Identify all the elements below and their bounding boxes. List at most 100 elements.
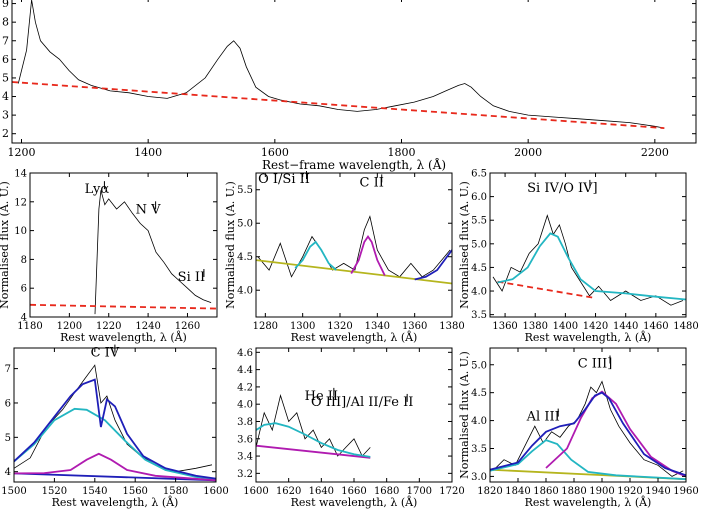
series-oi-siii-fit — [294, 240, 337, 271]
line-annotation: C IV — [91, 346, 120, 361]
series-spectrum — [257, 215, 451, 278]
x-tick-label: 1300 — [290, 321, 315, 332]
x-tick-label: 1520 — [42, 486, 67, 497]
x-tick-label: 1580 — [163, 486, 188, 497]
y-tick-label: 6 — [2, 53, 9, 66]
line-annotation: He II — [305, 389, 338, 404]
series-continuum — [256, 444, 371, 459]
series-spectrum — [492, 380, 684, 477]
x-tick-label: 1720 — [439, 486, 464, 497]
y-axis-label: Normalised flux (A. U.) — [458, 181, 471, 309]
y-tick-label: 7 — [2, 34, 9, 47]
y-tick-label: 4.0 — [237, 400, 253, 411]
series-continuum — [256, 259, 452, 285]
series-narrow-component — [14, 452, 216, 482]
series-spectrum — [492, 214, 684, 306]
series-spectrum — [17, 0, 665, 129]
x-axis-label: Rest wavelength, λ (Å) — [525, 330, 652, 344]
series-total-fit — [414, 249, 452, 281]
y-tick-label: 5.0 — [237, 219, 253, 230]
x-tick-label: 1940 — [645, 486, 670, 497]
y-tick-label: 4.4 — [237, 365, 253, 376]
series-cii-fit — [350, 235, 386, 276]
x-tick-label: 1380 — [439, 321, 464, 332]
x-tick-label: 1560 — [122, 486, 147, 497]
x-tick-label: 1420 — [583, 321, 608, 332]
plot-frame — [11, 0, 697, 144]
x-tick-label: 1200 — [8, 146, 36, 159]
x-axis-label: Rest wavelength, λ (Å) — [525, 495, 652, 509]
series-group — [490, 380, 686, 481]
x-tick-label: 1220 — [96, 321, 121, 332]
y-tick-label: 6 — [21, 284, 27, 295]
series-group — [492, 214, 686, 306]
y-axis-label: Normalised flux (A. U.) — [224, 181, 237, 309]
x-tick-label: 1280 — [253, 321, 278, 332]
plot-frame — [489, 172, 687, 318]
y-tick-label: 4 — [21, 313, 27, 324]
x-tick-label: 1320 — [327, 321, 352, 332]
x-tick-label: 1200 — [57, 321, 82, 332]
series-continuum — [30, 303, 217, 310]
x-tick-label: 1960 — [673, 486, 698, 497]
y-tick-label: 4.0 — [471, 287, 487, 298]
series-broad-component — [14, 407, 216, 481]
x-tick-label: 1680 — [374, 486, 399, 497]
x-tick-label: 1640 — [309, 486, 334, 497]
x-tick-label: 1360 — [402, 321, 427, 332]
series-total-fit — [14, 378, 216, 480]
y-tick-label: 3.6 — [237, 434, 253, 445]
x-tick-label: 1400 — [553, 321, 578, 332]
y-tick-label: 5.0 — [471, 360, 487, 371]
y-tick-label: 5.5 — [471, 216, 487, 227]
x-tick-label: 1900 — [589, 486, 614, 497]
x-tick-label: 1180 — [17, 321, 42, 332]
series-group — [256, 393, 371, 459]
x-tick-label: 1620 — [276, 486, 301, 497]
line-annotation: Al III — [526, 410, 560, 425]
y-tick-label: 6.0 — [471, 192, 487, 203]
series-group — [256, 215, 452, 285]
x-axis-label: Rest wavelength, λ (Å) — [291, 330, 418, 344]
x-tick-label: 1380 — [523, 321, 548, 332]
panel-oi_cii: 1280 1300 1320 1340 1360 1380 4.0 4.5 5.0 5.5 Rest… — [224, 171, 465, 344]
y-tick-label: 4.2 — [237, 382, 253, 393]
y-tick-label: 8 — [2, 16, 9, 29]
x-tick-label: 1260 — [175, 321, 200, 332]
y-tick-label: 4.0 — [471, 416, 487, 427]
series-total-fit — [490, 391, 686, 477]
y-tick-label: 9 — [2, 0, 9, 10]
x-tick-label: 1920 — [617, 486, 642, 497]
line-annotation: N V — [136, 202, 162, 217]
x-tick-label: 2200 — [641, 146, 669, 159]
y-tick-label: 3.4 — [237, 452, 253, 463]
y-tick-label: 3 — [2, 109, 9, 122]
y-tick-label: 6 — [5, 398, 11, 409]
y-tick-label: 2 — [2, 127, 9, 140]
y-tick-label: 4.5 — [471, 263, 487, 274]
x-tick-label: 1600 — [261, 146, 289, 159]
panel-civ: 1500 1520 1540 1560 1580 1600 4 5 6 7 Rest wavelen… — [1, 344, 229, 509]
y-tick-label: 6.5 — [471, 169, 487, 180]
x-axis-label: Rest−frame wavelength, λ (Å) — [262, 157, 446, 172]
x-tick-label: 1820 — [477, 486, 502, 497]
plot-frame — [255, 347, 453, 483]
series-continuum — [497, 280, 596, 299]
series-group — [12, 0, 665, 129]
y-tick-label: 4.6 — [237, 348, 253, 359]
x-tick-label: 1860 — [533, 486, 558, 497]
series-group — [14, 364, 216, 482]
x-tick-label: 1460 — [643, 321, 668, 332]
x-axis-label: Rest wavelength, λ (Å) — [60, 330, 187, 344]
line-annotation: C II — [360, 175, 384, 190]
panel-siiv: 1360 1380 1400 1420 1440 1460 1480 3.5 4.0 4.5 5.0… — [458, 169, 699, 345]
y-tick-label: 4.0 — [237, 286, 253, 297]
x-tick-label: 1540 — [82, 486, 107, 497]
x-tick-label: 1440 — [613, 321, 638, 332]
y-tick-label: 12 — [14, 197, 27, 208]
x-tick-label: 1800 — [388, 146, 416, 159]
y-tick-label: 4.5 — [471, 388, 487, 399]
y-tick-label: 3.0 — [471, 472, 487, 483]
x-tick-label: 1240 — [135, 321, 160, 332]
y-tick-label: 4 — [2, 90, 9, 103]
